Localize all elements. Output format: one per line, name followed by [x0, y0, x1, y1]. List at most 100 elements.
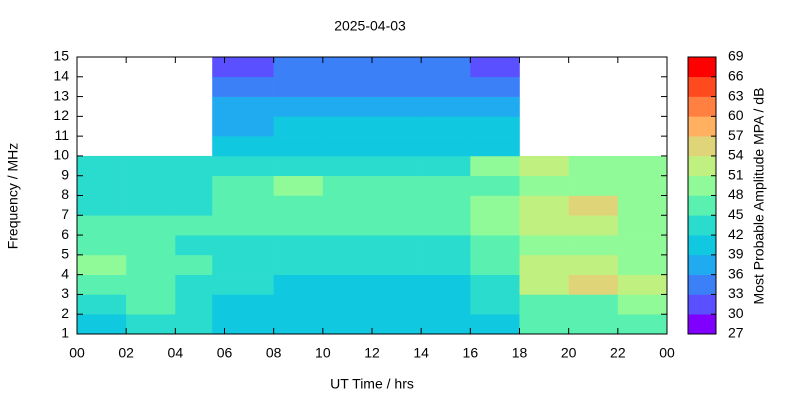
heatmap-cell: [372, 76, 422, 97]
y-tick-label: 8: [61, 186, 69, 202]
heatmap-cell: [421, 274, 471, 295]
heatmap-cell: [568, 155, 619, 177]
heatmap-cell: [372, 136, 422, 157]
heatmap-cell: [273, 294, 324, 315]
x-tick-label: 20: [561, 345, 577, 361]
x-tick-label: 08: [266, 345, 282, 361]
x-tick-label: 04: [168, 345, 184, 361]
heatmap-cell: [421, 294, 471, 315]
heatmap-cell: [175, 215, 213, 236]
heatmap-cell: [617, 175, 668, 196]
y-tick-label: 10: [53, 147, 69, 163]
y-tick-label: 1: [61, 325, 69, 341]
heatmap-cell: [617, 195, 668, 216]
heatmap-cell: [322, 195, 373, 216]
y-tick-label: 12: [53, 107, 69, 123]
heatmap-cell: [322, 215, 373, 236]
heatmap-cell: [372, 116, 422, 137]
heatmap-cell: [519, 215, 569, 236]
colorbar-tick-label: 33: [728, 285, 744, 301]
colorbar-band: [688, 76, 716, 97]
colorbar-tick-label: 30: [728, 305, 744, 321]
colorbar-band: [688, 136, 716, 157]
x-tick-label: 18: [512, 345, 528, 361]
heatmap-cell: [77, 294, 127, 315]
heatmap-cell: [470, 116, 520, 137]
x-tick-label: 10: [315, 345, 331, 361]
heatmap-cell: [617, 235, 668, 256]
colorbar-tick-label: 36: [728, 265, 744, 281]
heatmap-cell: [372, 235, 422, 256]
colorbar-band: [688, 195, 716, 216]
heatmap-cell: [470, 195, 520, 216]
heatmap-cell: [273, 116, 324, 137]
heatmap-cell: [322, 314, 373, 335]
heatmap-cell: [568, 195, 619, 216]
colorbar-band: [688, 96, 716, 117]
heatmap-cell: [175, 254, 213, 275]
heatmap-cell: [212, 57, 274, 78]
heatmap-cell: [421, 136, 471, 157]
x-tick-label: 16: [463, 345, 479, 361]
heatmap-cell: [175, 175, 213, 196]
heatmap-cell: [126, 314, 176, 335]
heatmap-cell: [568, 314, 619, 335]
heatmap-cell: [470, 254, 520, 275]
colorbar-tick-label: 69: [728, 48, 744, 64]
heatmap-cell: [421, 116, 471, 137]
y-tick-label: 13: [53, 87, 69, 103]
heatmap-cell: [212, 76, 274, 97]
heatmap-cell: [126, 175, 176, 196]
heatmap-cell: [175, 274, 213, 295]
y-tick-label: 3: [61, 285, 69, 301]
heatmap-cell: [470, 314, 520, 335]
heatmap-cell: [322, 175, 373, 196]
heatmap-cell: [322, 96, 373, 117]
colorbar-label: Most Probable Amplitude MPA / dB: [751, 88, 767, 305]
heatmap-cell: [175, 235, 213, 256]
heatmap-cell: [421, 96, 471, 117]
colorbar-tick-label: 54: [728, 147, 744, 163]
heatmap-cell: [519, 195, 569, 216]
heatmap-cell: [212, 294, 274, 315]
heatmap-cell: [568, 235, 619, 256]
colorbar-band: [688, 294, 716, 315]
heatmap-cell: [372, 96, 422, 117]
heatmap-cell: [322, 116, 373, 137]
heatmap-cell: [470, 235, 520, 256]
heatmap-cell: [126, 294, 176, 315]
x-tick-label: 22: [610, 345, 626, 361]
heatmap-cell: [519, 235, 569, 256]
heatmap-cell: [519, 294, 569, 315]
heatmap-cell: [273, 254, 324, 275]
heatmap-cell: [273, 175, 324, 196]
heatmap-cell: [77, 235, 127, 256]
heatmap-cell: [273, 57, 324, 78]
y-tick-label: 15: [53, 48, 69, 64]
heatmap-cell: [273, 314, 324, 335]
heatmap-cell: [617, 314, 668, 335]
heatmap-cell: [77, 274, 127, 295]
heatmap-cell: [273, 195, 324, 216]
colorbar-tick-label: 57: [728, 127, 744, 143]
heatmap-cell: [212, 235, 274, 256]
heatmap-cell: [273, 76, 324, 97]
heatmap-cell: [273, 136, 324, 157]
colorbar-tick-label: 48: [728, 186, 744, 202]
heatmap-cell: [273, 215, 324, 236]
x-tick-label: 00: [659, 345, 675, 361]
heatmap-cell: [470, 136, 520, 157]
colorbar-tick-label: 39: [728, 246, 744, 262]
heatmap-cell: [77, 175, 127, 196]
heatmap-cell: [77, 314, 127, 335]
heatmap-cell: [568, 175, 619, 196]
colorbar-band: [688, 215, 716, 236]
heatmap-cell: [212, 96, 274, 117]
y-axis-label: Frequency / MHz: [5, 143, 21, 250]
colorbar-band: [688, 57, 716, 78]
heatmap-cell: [372, 314, 422, 335]
heatmap-cell: [421, 314, 471, 335]
heatmap-cell: [77, 215, 127, 236]
heatmap-cell: [421, 76, 471, 97]
